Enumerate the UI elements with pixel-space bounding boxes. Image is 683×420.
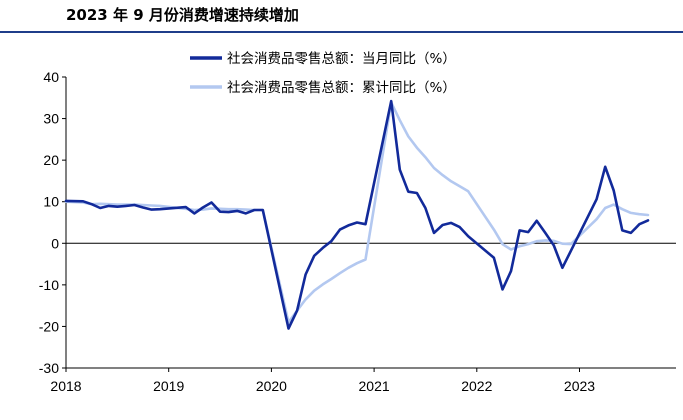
y-tick-labels: 40 30 20 10 0 -10 -20 -30 bbox=[39, 69, 66, 376]
y-tick-label: -20 bbox=[39, 318, 59, 334]
y-tick-label: 40 bbox=[43, 69, 59, 85]
legend-label-monthly: 社会消费品零售总额：当月同比（%） bbox=[227, 51, 456, 67]
y-tick-label: 20 bbox=[43, 152, 59, 168]
legend-label-cumulative: 社会消费品零售总额：累计同比（%） bbox=[227, 80, 456, 96]
x-tick-label: 2023 bbox=[564, 378, 595, 394]
x-tick-label: 2022 bbox=[461, 378, 492, 394]
series-lines bbox=[64, 99, 650, 330]
series-line-monthly-yoy bbox=[64, 99, 650, 330]
y-tick-label: 0 bbox=[51, 235, 59, 251]
y-tick-label: -30 bbox=[39, 360, 59, 376]
x-tick-label: 2021 bbox=[359, 378, 390, 394]
x-tick-labels: 2018 2019 2020 2021 2022 2023 bbox=[50, 368, 595, 394]
legend: 社会消费品零售总额：当月同比（%） 社会消费品零售总额：累计同比（%） bbox=[190, 51, 456, 96]
x-tick-label: 2018 bbox=[50, 378, 81, 394]
x-tick-label: 2019 bbox=[153, 378, 184, 394]
series-line-cumulative-yoy bbox=[64, 101, 650, 324]
x-tick-label: 2020 bbox=[256, 378, 287, 394]
y-tick-label: 30 bbox=[43, 111, 59, 127]
chart-title: 2023 年 9 月份消费增速持续增加 bbox=[66, 6, 299, 24]
y-tick-label: 10 bbox=[43, 194, 59, 210]
y-tick-label: -10 bbox=[39, 277, 59, 293]
title-divider bbox=[0, 31, 683, 33]
